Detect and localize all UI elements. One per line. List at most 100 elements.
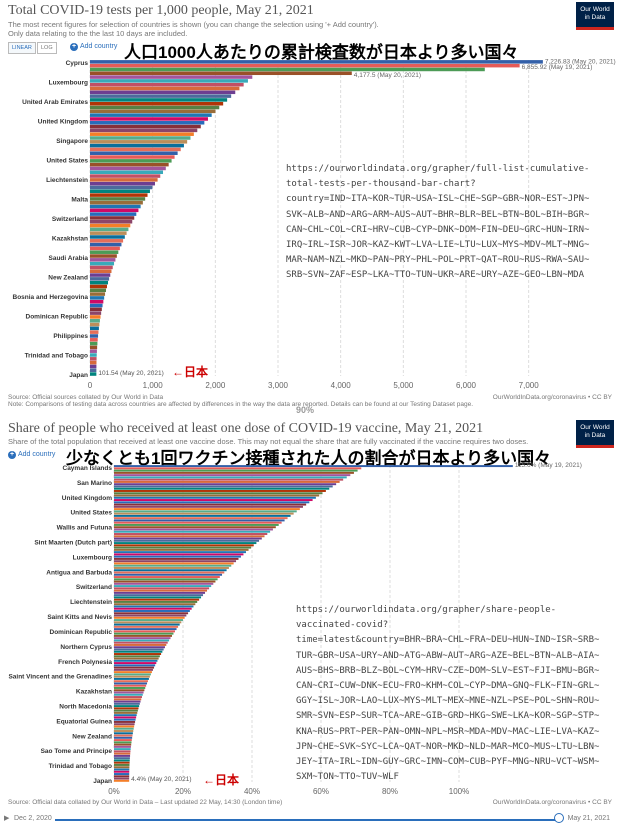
bar[interactable] (114, 607, 192, 610)
log-toggle-button[interactable]: LOG (37, 42, 57, 54)
bar[interactable] (114, 496, 316, 499)
play-icon[interactable]: ▶ (4, 815, 10, 822)
bar[interactable] (114, 641, 168, 644)
bar[interactable] (114, 761, 130, 764)
bar[interactable] (114, 530, 271, 533)
bar[interactable] (90, 185, 153, 190)
bar[interactable] (114, 730, 134, 732)
bar[interactable] (90, 86, 240, 91)
owid-logo[interactable]: Our World in Data (576, 2, 614, 30)
bar[interactable] (114, 675, 150, 678)
bar[interactable] (114, 471, 354, 474)
linear-toggle-button[interactable]: LINEAR (8, 42, 36, 54)
bar[interactable] (114, 537, 262, 540)
bar[interactable] (90, 132, 194, 136)
bar[interactable] (114, 718, 136, 721)
bar[interactable] (90, 250, 119, 254)
bar[interactable] (90, 212, 137, 216)
bar[interactable] (90, 341, 98, 346)
bar[interactable] (90, 311, 102, 315)
bar[interactable] (114, 512, 294, 515)
bar[interactable] (90, 322, 100, 327)
bar[interactable] (114, 589, 208, 592)
bar[interactable] (114, 653, 162, 655)
owid-logo[interactable]: Our World in Data (576, 420, 614, 448)
bar[interactable] (114, 684, 147, 687)
bar[interactable] (114, 734, 133, 737)
bar[interactable] (114, 716, 137, 719)
bar[interactable] (114, 657, 159, 660)
bar[interactable] (90, 261, 115, 266)
bar[interactable] (90, 349, 97, 353)
bar[interactable] (114, 768, 130, 771)
bar[interactable] (114, 763, 130, 766)
bar[interactable] (114, 673, 151, 676)
bar[interactable] (114, 523, 279, 526)
bar[interactable] (90, 338, 98, 342)
bar[interactable] (114, 508, 300, 511)
bar-japan[interactable] (90, 372, 97, 376)
bar[interactable] (90, 246, 120, 251)
bar[interactable] (90, 109, 216, 114)
bar[interactable] (114, 646, 165, 649)
bar[interactable] (114, 594, 204, 597)
bar[interactable] (90, 296, 105, 300)
bar[interactable] (90, 303, 103, 308)
bar[interactable] (114, 564, 232, 567)
bar[interactable] (90, 90, 236, 95)
bar[interactable] (114, 643, 167, 646)
bar[interactable] (114, 766, 130, 769)
bar[interactable] (90, 136, 191, 140)
bar[interactable] (90, 357, 97, 361)
bar[interactable] (114, 526, 276, 529)
bar[interactable] (114, 585, 212, 588)
bar[interactable] (114, 582, 214, 585)
bar[interactable] (90, 197, 146, 201)
bar[interactable] (114, 587, 210, 590)
bar[interactable] (114, 591, 206, 594)
bar[interactable] (114, 668, 153, 671)
bar[interactable] (90, 140, 188, 144)
bar[interactable] (114, 770, 130, 773)
bar[interactable] (90, 193, 148, 197)
bar[interactable] (114, 700, 141, 703)
bar[interactable] (90, 360, 97, 365)
bar[interactable] (90, 204, 141, 209)
bar[interactable] (90, 189, 150, 194)
bar[interactable] (90, 208, 139, 213)
bar[interactable] (90, 121, 205, 125)
bar[interactable] (114, 539, 260, 542)
bar[interactable] (114, 711, 138, 714)
bar[interactable] (114, 562, 234, 565)
bar[interactable] (114, 707, 139, 710)
bar[interactable] (114, 580, 216, 583)
bar[interactable] (114, 714, 137, 717)
bar[interactable] (114, 487, 330, 490)
bar[interactable] (114, 553, 244, 556)
bar[interactable] (90, 216, 135, 220)
bar[interactable] (90, 174, 161, 178)
bar[interactable] (114, 610, 190, 612)
bar[interactable] (114, 745, 131, 748)
bar[interactable] (114, 775, 130, 778)
bar[interactable] (114, 680, 148, 683)
bar[interactable] (114, 533, 268, 535)
bar[interactable] (114, 720, 136, 723)
bar[interactable] (90, 105, 220, 110)
bar[interactable] (90, 220, 133, 224)
bar[interactable] (114, 687, 146, 689)
bar[interactable] (90, 223, 131, 228)
bar[interactable] (114, 773, 130, 776)
bar[interactable] (114, 478, 344, 481)
bar[interactable] (114, 696, 143, 699)
bar[interactable] (114, 623, 180, 626)
bar[interactable] (114, 576, 220, 579)
bar[interactable] (90, 101, 224, 106)
bar[interactable] (90, 277, 110, 281)
bar[interactable] (114, 743, 132, 746)
bar[interactable] (114, 467, 362, 470)
add-country-button[interactable]: + Add country (70, 43, 117, 51)
bar[interactable] (90, 200, 143, 205)
bar[interactable] (114, 691, 144, 694)
bar[interactable] (114, 499, 313, 502)
